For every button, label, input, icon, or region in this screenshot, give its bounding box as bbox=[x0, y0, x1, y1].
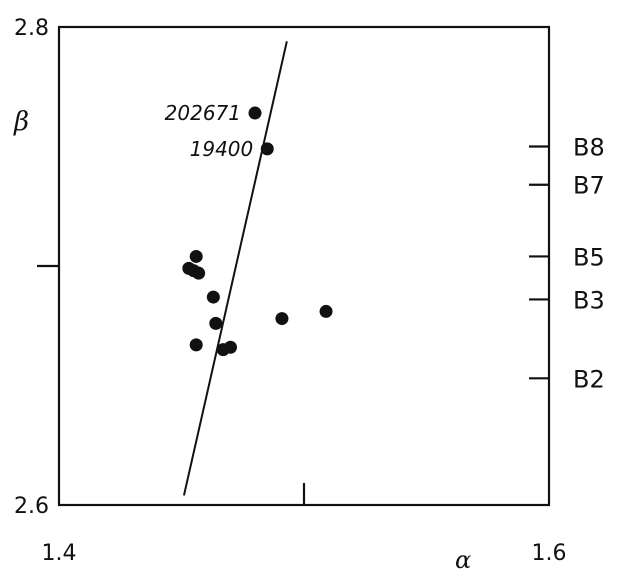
spectral-type-scale: B8 B7 B5 B3 B2 bbox=[529, 134, 605, 393]
data-point bbox=[209, 316, 223, 330]
x-tick-label: 1.6 bbox=[532, 541, 567, 566]
data-points: 202671 19400 bbox=[165, 101, 333, 357]
data-point bbox=[260, 142, 274, 156]
y-tick-label: 2.6 bbox=[14, 494, 49, 519]
x-tick-label: 1.4 bbox=[42, 541, 77, 566]
spectral-type-label: B2 bbox=[573, 365, 605, 393]
plot-frame bbox=[57, 25, 551, 507]
data-point bbox=[275, 312, 289, 326]
data-point bbox=[248, 106, 262, 120]
spectral-type-label: B3 bbox=[573, 286, 605, 314]
spectral-type-label: B8 bbox=[573, 134, 605, 162]
data-point bbox=[224, 340, 237, 354]
data-point bbox=[319, 304, 333, 318]
axis-ticks: 1.4 1.6 2.6 2.8 bbox=[14, 16, 567, 566]
trend-line bbox=[182, 41, 288, 496]
data-point bbox=[192, 266, 206, 280]
point-label: 202671 bbox=[165, 101, 241, 125]
point-label: 19400 bbox=[190, 137, 254, 161]
spectral-type-label: B5 bbox=[573, 243, 605, 271]
data-point bbox=[189, 338, 203, 352]
x-axis-title: α bbox=[455, 546, 471, 571]
data-point bbox=[189, 249, 203, 263]
trend-line-layer bbox=[182, 41, 288, 496]
y-axis-title: β bbox=[13, 107, 29, 137]
data-point bbox=[206, 290, 220, 304]
spectral-type-label: B7 bbox=[573, 172, 605, 200]
y-tick-label: 2.8 bbox=[14, 16, 49, 41]
